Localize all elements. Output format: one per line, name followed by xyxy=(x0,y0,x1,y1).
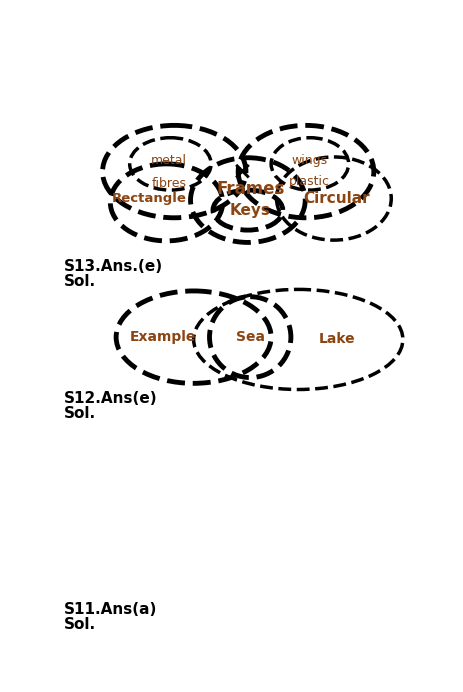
Text: Frames: Frames xyxy=(216,181,284,199)
Text: Sea: Sea xyxy=(235,330,264,344)
Text: Circular: Circular xyxy=(303,191,369,206)
Text: Sol.: Sol. xyxy=(64,406,96,421)
Text: Sol.: Sol. xyxy=(64,617,96,632)
Text: metal: metal xyxy=(150,154,187,167)
Text: S13.Ans.(e): S13.Ans.(e) xyxy=(64,259,163,273)
Text: Lake: Lake xyxy=(318,332,355,347)
Text: plastic: plastic xyxy=(289,175,330,188)
Text: Rectangle: Rectangle xyxy=(112,192,187,205)
Text: fibres: fibres xyxy=(151,176,186,190)
Text: ×: × xyxy=(232,160,252,183)
Text: Sol.: Sol. xyxy=(64,274,96,289)
Text: Keys: Keys xyxy=(229,203,270,219)
Text: S12.Ans(e): S12.Ans(e) xyxy=(64,391,157,406)
Text: wings: wings xyxy=(291,154,327,167)
Text: S11.Ans(a): S11.Ans(a) xyxy=(64,602,157,617)
Text: Example: Example xyxy=(129,330,195,344)
